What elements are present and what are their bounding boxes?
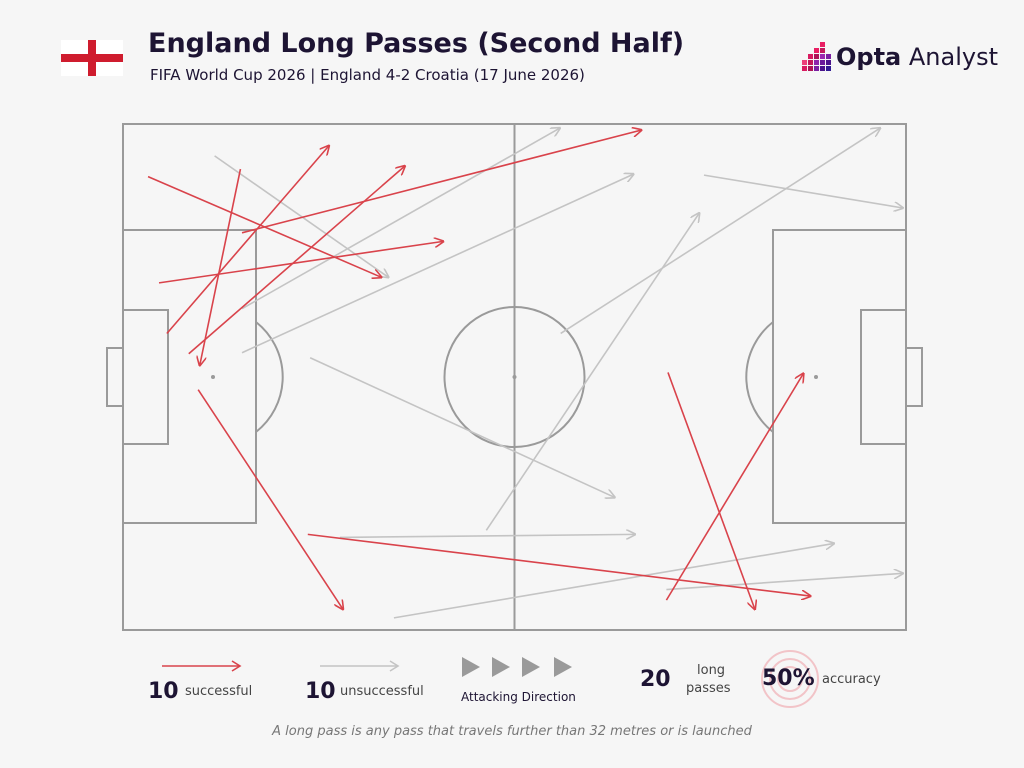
- unsuccessful-passes: [214, 128, 903, 619]
- successful-pass-10: [667, 372, 755, 609]
- attacking-direction-label: Attacking Direction: [461, 690, 576, 704]
- unsuccessful-label: unsuccessful: [340, 684, 424, 699]
- unsuccessful-pass-5: [485, 213, 699, 531]
- successful-legend-arrow: [162, 660, 242, 672]
- unsuccessful-pass-1: [214, 155, 389, 277]
- successful-pass-9: [665, 373, 803, 601]
- unsuccessful-pass-9: [393, 543, 834, 619]
- attacking-direction-icon: [462, 657, 572, 677]
- successful-label: successful: [185, 684, 253, 699]
- unsuccessful-pass-4: [309, 357, 615, 498]
- successful-pass-6: [241, 130, 641, 234]
- unsuccessful-legend-arrow: [320, 660, 400, 672]
- total-passes-label-line1: long: [697, 663, 726, 678]
- unsuccessful-pass-7: [703, 174, 903, 208]
- left-penalty-area: [122, 229, 257, 524]
- total-passes-count: 20: [640, 667, 671, 692]
- unsuccessful-pass-6: [560, 128, 880, 335]
- left-six-yard-box: [122, 309, 169, 445]
- successful-pass-4: [188, 166, 405, 355]
- unsuccessful-pass-2: [241, 128, 560, 310]
- successful-pass-2: [158, 241, 443, 284]
- pitch-chart: [106, 123, 923, 631]
- brand-bold: Opta: [836, 43, 902, 71]
- right-goal: [905, 347, 923, 407]
- page-subtitle: FIFA World Cup 2026 | England 4-2 Croati…: [150, 66, 585, 84]
- unsuccessful-pass-8: [339, 534, 635, 537]
- unsuccessful-count: 10: [305, 679, 336, 704]
- brand-light: Analyst: [901, 43, 998, 71]
- centre-circle: [443, 306, 586, 448]
- successful-pass-3: [166, 146, 329, 335]
- total-passes-label-line2: passes: [686, 681, 731, 696]
- page-title: England Long Passes (Second Half): [148, 28, 685, 59]
- unsuccessful-pass-3: [241, 174, 634, 354]
- right-penalty-spot: [814, 375, 818, 379]
- right-penalty-area: [772, 229, 907, 524]
- opta-analyst-logo: Opta Analyst: [798, 40, 998, 76]
- right-penalty-arc: [745, 321, 774, 433]
- england-flag: [61, 40, 123, 76]
- successful-count: 10: [148, 679, 179, 704]
- successful-passes: [147, 130, 811, 610]
- left-penalty-arc: [255, 321, 284, 433]
- successful-pass-5: [200, 168, 242, 365]
- footnote: A long pass is any pass that travels fur…: [272, 724, 752, 739]
- accuracy-value: 50%: [762, 666, 815, 691]
- successful-pass-7: [197, 389, 343, 610]
- left-goal: [106, 347, 124, 407]
- accuracy-label: accuracy: [822, 672, 881, 687]
- accuracy-target-icon: [761, 650, 819, 708]
- left-penalty-spot: [211, 375, 215, 379]
- centre-spot: [512, 375, 517, 379]
- right-six-yard-box: [860, 309, 907, 445]
- successful-pass-8: [307, 533, 811, 596]
- unsuccessful-pass-10: [666, 573, 902, 591]
- opta-logo-icon: [802, 42, 831, 71]
